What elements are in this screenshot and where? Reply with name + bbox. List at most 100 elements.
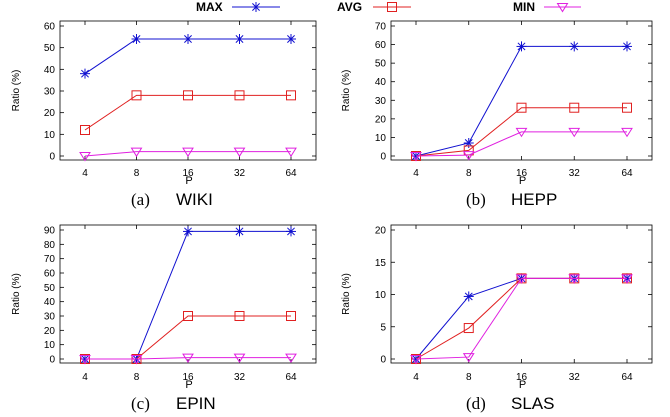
- data-point: [463, 138, 474, 148]
- panel-caption-label: (a): [131, 190, 150, 209]
- data-point: [410, 355, 422, 365]
- y-tick-label: 60: [44, 269, 56, 280]
- data-point: [622, 41, 632, 52]
- legend: MAX AVG MIN: [196, 0, 581, 14]
- x-tick-label: 4: [82, 168, 88, 179]
- y-tick-label: 90: [44, 226, 56, 237]
- series-line: [415, 131, 627, 157]
- y-tick-label: 30: [375, 96, 387, 107]
- x-tick-label: 16: [516, 372, 528, 383]
- y-tick-label: 50: [375, 59, 387, 70]
- y-tick-label: 20: [375, 114, 387, 125]
- data-point: [286, 34, 296, 44]
- y-tick-label: 10: [44, 340, 56, 351]
- series-min: [410, 127, 633, 162]
- data-point: [79, 355, 91, 365]
- series-line: [85, 315, 291, 360]
- series-line: [84, 38, 291, 75]
- x-axis-label: P: [519, 379, 526, 391]
- data-point: [234, 34, 245, 44]
- data-point: [233, 353, 246, 364]
- plot-frame: [59, 224, 317, 364]
- series-avg: [80, 311, 296, 364]
- data-point: [234, 226, 245, 237]
- panel-caption-label: (d): [466, 394, 486, 413]
- series-max: [80, 226, 296, 364]
- y-tick-label: 40: [375, 77, 387, 88]
- data-point: [130, 147, 143, 158]
- data-point: [130, 355, 143, 365]
- legend-entry-avg: AVG: [337, 0, 411, 14]
- series-line: [84, 151, 291, 157]
- panel-caption-name: EPIN: [176, 394, 216, 413]
- y-tick-label: 30: [44, 312, 56, 323]
- chart-panel-slas: 0 5 10 15 20 4 8 16 32 64 P Ratio (%) (d) SLAS: [341, 224, 653, 413]
- legend-entry-min: MIN: [513, 0, 581, 14]
- x-tick-label: 32: [234, 372, 246, 383]
- data-point: [410, 152, 422, 162]
- y-tick-label: 50: [44, 283, 56, 294]
- y-tick-label: 10: [375, 290, 387, 301]
- legend-label: AVG: [337, 0, 362, 14]
- y-tick-label: 60: [375, 40, 387, 51]
- panel-caption-name: HEPP: [511, 190, 557, 209]
- x-axis-label: P: [519, 175, 526, 187]
- x-tick-label: 16: [516, 168, 528, 179]
- data-point: [183, 34, 193, 44]
- data-point: [79, 152, 91, 162]
- data-point: [621, 274, 633, 284]
- chart-panel-wiki: 0 10 20 30 40 50 60 4 8 16 32 64 P Ratio (%) (a) WIKI: [11, 20, 317, 209]
- data-point: [462, 151, 475, 161]
- data-point: [568, 127, 581, 138]
- data-point: [569, 41, 580, 52]
- x-tick-label: 64: [621, 168, 633, 179]
- data-point: [286, 226, 296, 237]
- data-point: [515, 274, 528, 284]
- y-tick-label: 70: [375, 22, 387, 33]
- data-point: [286, 90, 296, 101]
- data-point: [462, 353, 475, 363]
- y-tick-label: 15: [375, 258, 387, 269]
- data-point: [183, 90, 193, 101]
- series-max: [411, 273, 632, 364]
- series-line: [415, 107, 627, 157]
- data-point: [286, 311, 296, 321]
- x-tick-label: 64: [285, 168, 297, 179]
- data-point: [131, 90, 142, 101]
- legend-marker: [251, 2, 261, 12]
- data-point: [622, 102, 632, 113]
- y-axis-label: Ratio (%): [11, 70, 22, 112]
- x-tick-label: 32: [234, 168, 246, 179]
- x-tick-label: 4: [413, 372, 419, 383]
- panel-caption-name: SLAS: [511, 394, 554, 413]
- series-max: [411, 41, 632, 161]
- y-tick-label: 80: [44, 240, 56, 251]
- series-line: [84, 94, 291, 131]
- y-tick-label: 0: [49, 355, 55, 366]
- data-point: [233, 147, 246, 158]
- y-tick-label: 50: [44, 43, 56, 54]
- legend-marker: [387, 2, 397, 12]
- series-min: [79, 353, 297, 365]
- x-axis-label: P: [185, 175, 192, 187]
- y-tick-label: 10: [375, 133, 387, 144]
- data-point: [234, 311, 245, 321]
- chart-panel-hepp: 0 10 20 30 40 50 60 70 4 8 16 32 64 P Ratio (%) (b) HEPP: [341, 20, 653, 209]
- series-line: [415, 277, 627, 360]
- panel-caption-label: (b): [466, 190, 486, 209]
- legend-label: MIN: [513, 0, 535, 14]
- x-tick-label: 4: [413, 168, 419, 179]
- data-point: [515, 127, 528, 138]
- series-min: [79, 147, 297, 162]
- data-point: [569, 102, 580, 113]
- series-line: [85, 357, 291, 360]
- data-point: [80, 68, 90, 79]
- x-tick-label: 64: [621, 372, 633, 383]
- data-point: [285, 147, 297, 158]
- x-tick-label: 16: [182, 168, 194, 179]
- x-tick-label: 8: [466, 168, 472, 179]
- y-tick-label: 70: [44, 254, 56, 265]
- y-tick-label: 40: [44, 297, 56, 308]
